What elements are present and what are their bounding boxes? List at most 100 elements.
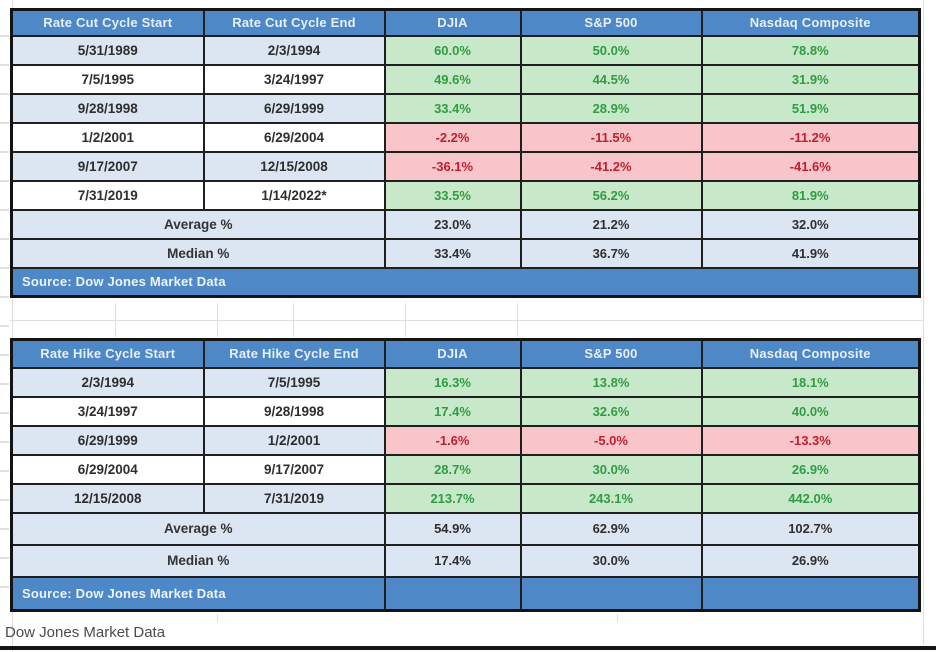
return-cell: 81.9%	[700, 179, 921, 211]
cycle-end-cell: 2/3/1994	[202, 34, 386, 66]
return-cell: 32.6%	[519, 395, 703, 427]
column-header: Rate Cut Cycle End	[202, 8, 386, 37]
return-cell: 30.0%	[519, 453, 703, 485]
summary-row: Average % 23.0% 21.2% 32.0%	[10, 208, 921, 240]
summary-value-cell: 62.9%	[519, 511, 703, 546]
summary-value-cell: 23.0%	[383, 208, 522, 240]
summary-row: Median % 33.4% 36.7% 41.9%	[10, 237, 921, 269]
cycle-start-cell: 1/2/2001	[10, 121, 205, 153]
column-header: S&P 500	[519, 338, 703, 369]
return-cell: 44.5%	[519, 63, 703, 95]
return-cell: 50.0%	[519, 34, 703, 66]
column-header: S&P 500	[519, 8, 703, 37]
gridline-gap-v5	[517, 303, 518, 337]
summary-label: Median %	[10, 237, 386, 269]
gridline-bottom-v2	[617, 614, 618, 622]
source-filler-cell	[383, 575, 522, 612]
return-cell: 33.4%	[383, 92, 522, 124]
gridline-vertical-right	[923, 0, 924, 645]
return-cell: 16.3%	[383, 366, 522, 398]
cycle-end-cell: 7/5/1995	[202, 366, 386, 398]
return-cell: -11.5%	[519, 121, 703, 153]
rate-hike-table: Rate Hike Cycle Start Rate Hike Cycle End…	[10, 338, 921, 612]
cycle-start-cell: 6/29/1999	[10, 424, 205, 456]
source-label: Source: Dow Jones Market Data	[10, 266, 921, 298]
return-cell: 40.0%	[700, 395, 921, 427]
gridline-gap-v2	[217, 303, 218, 337]
return-cell: -11.2%	[700, 121, 921, 153]
summary-label: Average %	[10, 208, 386, 240]
cycle-start-cell: 5/31/1989	[10, 34, 205, 66]
return-cell: -1.6%	[383, 424, 522, 456]
gridline-gap-v1	[115, 303, 116, 337]
cycle-end-cell: 7/31/2019	[202, 482, 386, 514]
return-cell: 243.1%	[519, 482, 703, 514]
return-cell: -41.2%	[519, 150, 703, 182]
rate-cut-table: Rate Cut Cycle Start Rate Cut Cycle End DJ…	[10, 8, 921, 298]
cycle-start-cell: 6/29/2004	[10, 453, 205, 485]
return-cell: 26.9%	[700, 453, 921, 485]
cycle-start-cell: 12/15/2008	[10, 482, 205, 514]
bottom-divider	[0, 646, 936, 650]
gridline-gap-v3	[293, 303, 294, 337]
data-row: 3/24/1997 9/28/1998 17.4% 32.6% 40.0%	[10, 395, 921, 427]
data-row: 9/17/2007 12/15/2008 -36.1% -41.2% -41.6%	[10, 150, 921, 182]
cycle-end-cell: 9/28/1998	[202, 395, 386, 427]
summary-value-cell: 54.9%	[383, 511, 522, 546]
summary-row: Median % 17.4% 30.0% 26.9%	[10, 543, 921, 578]
data-row: 2/3/1994 7/5/1995 16.3% 13.8% 18.1%	[10, 366, 921, 398]
data-row: 5/31/1989 2/3/1994 60.0% 50.0% 78.8%	[10, 34, 921, 66]
left-gridline-ticks	[0, 8, 9, 614]
data-row: 7/5/1995 3/24/1997 49.6% 44.5% 31.9%	[10, 63, 921, 95]
return-cell: 13.8%	[519, 366, 703, 398]
data-row: 6/29/1999 1/2/2001 -1.6% -5.0% -13.3%	[10, 424, 921, 456]
return-cell: 18.1%	[700, 366, 921, 398]
source-label: Source: Dow Jones Market Data	[10, 575, 386, 612]
gridline-gap-v4	[405, 303, 406, 337]
gridline-bottom-v1	[217, 614, 218, 622]
cycle-end-cell: 12/15/2008	[202, 150, 386, 182]
cycle-start-cell: 2/3/1994	[10, 366, 205, 398]
summary-value-cell: 26.9%	[700, 543, 921, 578]
return-cell: 49.6%	[383, 63, 522, 95]
return-cell: -2.2%	[383, 121, 522, 153]
return-cell: 56.2%	[519, 179, 703, 211]
return-cell: 442.0%	[700, 482, 921, 514]
cycle-end-cell: 6/29/1999	[202, 92, 386, 124]
summary-row: Average % 54.9% 62.9% 102.7%	[10, 511, 921, 546]
return-cell: 51.9%	[700, 92, 921, 124]
cycle-start-cell: 3/24/1997	[10, 395, 205, 427]
column-header: Nasdaq Composite	[700, 8, 921, 37]
source-filler-cell	[700, 575, 921, 612]
cycle-end-cell: 1/2/2001	[202, 424, 386, 456]
data-row: 7/31/2019 1/14/2022* 33.5% 56.2% 81.9%	[10, 179, 921, 211]
cycle-start-cell: 7/5/1995	[10, 63, 205, 95]
summary-label: Average %	[10, 511, 386, 546]
data-row: 6/29/2004 9/17/2007 28.7% 30.0% 26.9%	[10, 453, 921, 485]
data-row: 12/15/2008 7/31/2019 213.7% 243.1% 442.0%	[10, 482, 921, 514]
return-cell: 33.5%	[383, 179, 522, 211]
rate-hike-header-row: Rate Hike Cycle Start Rate Hike Cycle End…	[10, 338, 921, 369]
source-row: Source: Dow Jones Market Data	[10, 266, 921, 298]
source-filler-cell	[519, 575, 703, 612]
summary-value-cell: 33.4%	[383, 237, 522, 269]
summary-value-cell: 32.0%	[700, 208, 921, 240]
gridline-horizontal-gap	[10, 320, 923, 321]
column-header: Rate Hike Cycle Start	[10, 338, 205, 369]
cycle-start-cell: 7/31/2019	[10, 179, 205, 211]
cycle-end-cell: 6/29/2004	[202, 121, 386, 153]
summary-value-cell: 41.9%	[700, 237, 921, 269]
return-cell: 60.0%	[383, 34, 522, 66]
summary-value-cell: 102.7%	[700, 511, 921, 546]
cycle-end-cell: 9/17/2007	[202, 453, 386, 485]
summary-value-cell: 17.4%	[383, 543, 522, 578]
return-cell: -5.0%	[519, 424, 703, 456]
column-header: DJIA	[383, 8, 522, 37]
cycle-end-cell: 1/14/2022*	[202, 179, 386, 211]
return-cell: -13.3%	[700, 424, 921, 456]
return-cell: 31.9%	[700, 63, 921, 95]
cycle-start-cell: 9/28/1998	[10, 92, 205, 124]
return-cell: 28.9%	[519, 92, 703, 124]
rate-cut-header-row: Rate Cut Cycle Start Rate Cut Cycle End DJ…	[10, 8, 921, 37]
